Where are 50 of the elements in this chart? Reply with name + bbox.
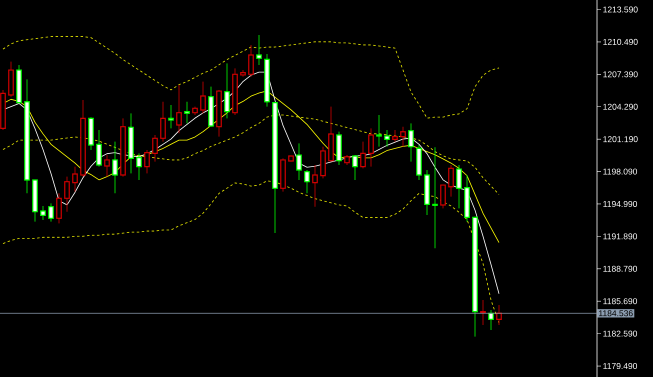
candlestick [56, 192, 62, 224]
candlestick [40, 206, 46, 220]
candlestick [408, 122, 414, 162]
candlestick [160, 101, 166, 142]
y-tick-label: 1191.890 [603, 233, 638, 240]
y-tick-label: 1213.590 [603, 6, 638, 12]
candlestick [400, 126, 406, 148]
candlestick [440, 184, 446, 209]
candlestick [152, 134, 158, 162]
candlestick [184, 101, 190, 124]
candlestick [296, 142, 302, 180]
candlestick [304, 170, 310, 194]
candlestick [368, 128, 374, 168]
candlestick [376, 114, 382, 148]
y-tick-label: 1182.590 [603, 330, 638, 337]
candlestick [312, 164, 318, 208]
candlestick [384, 130, 390, 148]
y-tick-label: 1185.690 [603, 298, 638, 304]
candlestick [200, 81, 206, 114]
y-tick-label: 1210.490 [603, 38, 638, 45]
y-tick-label: 1201.190 [603, 136, 638, 142]
ref-line-label: 1184.536 [599, 310, 633, 316]
candlestick [480, 300, 486, 326]
candlestick [72, 166, 78, 192]
candlestick [96, 130, 102, 168]
y-tick-label: 1207.390 [603, 71, 638, 78]
y-tick-label: 1204.290 [603, 104, 638, 110]
candlestick [488, 310, 494, 330]
y-tick-label: 1198.090 [603, 168, 638, 175]
candlestick [248, 44, 254, 78]
candlestick [64, 176, 70, 212]
y-tick-label: 1188.790 [603, 266, 638, 272]
candlestick [144, 150, 150, 174]
candlestick [168, 104, 174, 129]
candlestick [392, 130, 398, 142]
candlestick [48, 202, 54, 222]
candlestick [136, 152, 142, 180]
candlestick [256, 34, 262, 66]
candlestick [456, 164, 462, 209]
y-tick-label: 1179.490 [603, 363, 638, 370]
candlestick [344, 154, 350, 166]
candlestick [448, 164, 454, 198]
candlestick [352, 154, 358, 180]
candlestick [360, 141, 366, 169]
candlestick [496, 304, 502, 326]
y-tick-label: 1194.990 [603, 200, 638, 207]
candlestick [112, 141, 118, 194]
candlestick [176, 84, 182, 134]
candlestick [104, 154, 110, 178]
candlestick [432, 146, 438, 249]
